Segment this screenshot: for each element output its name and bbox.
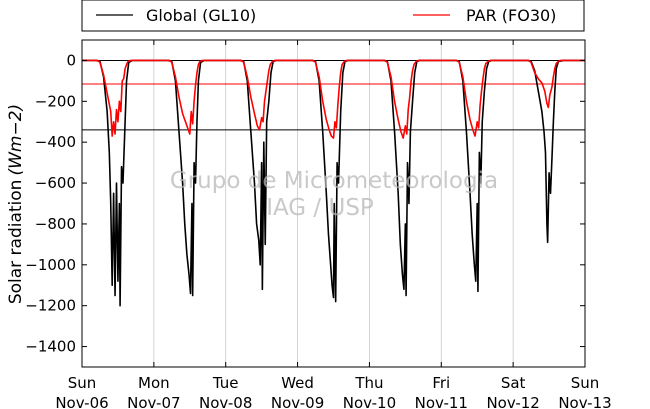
x-tick-day-0: Sun [68,374,97,392]
x-tick-date-1: Nov-07 [127,394,180,409]
x-tick-day-2: Tue [212,374,239,392]
mean-lines [82,59,585,131]
x-tick-date-7: Nov-13 [558,394,611,409]
x-axis-ticks: Sun Nov-06 Mon Nov-07 Tue Nov-08 Wed Nov-09 Thu N… [55,40,612,409]
y-tick-label-4: −800 [35,215,76,233]
x-tick-date-3: Nov-09 [271,394,324,409]
y-axis-label-text: Solar radiation [6,180,26,305]
watermark-line-1: Grupo de Micrometeorologia [170,168,498,194]
y-tick-label-6: −1200 [25,297,76,315]
y-axis-label-units: (Wm−2) [6,104,26,176]
x-tick-date-5: Nov-11 [415,394,468,409]
watermark: Grupo de Micrometeorologia IAG / USP [170,168,498,221]
x-tick-day-5: Fri [432,374,450,392]
plot-frame [81,39,586,368]
x-tick-day-4: Thu [354,374,383,392]
x-tick-day-6: Sat [501,374,526,392]
legend-label-par: PAR (FO30) [466,6,556,25]
legend: Global (GL10) PAR (FO30) [81,0,585,32]
y-tick-label-5: −1000 [25,256,76,274]
legend-label-global: Global (GL10) [146,6,256,25]
x-tick-day-1: Mon [138,374,170,392]
x-tick-day-3: Wed [281,374,314,392]
watermark-line-2: IAG / USP [266,195,374,221]
series-line-1 [82,59,585,139]
legend-box [81,0,585,32]
vertical-grid [153,40,514,367]
y-tick-label-3: −600 [35,174,76,192]
y-tick-label-2: −400 [35,133,76,151]
y-tick-label-7: −1400 [25,338,76,356]
series-lines [82,59,585,307]
x-tick-date-0: Nov-06 [55,394,108,409]
y-axis-label: Solar radiation (Wm−2) [6,104,26,304]
x-tick-day-7: Sun [571,374,600,392]
x-tick-date-6: Nov-12 [486,394,539,409]
y-tick-label-0: 0 [66,51,76,69]
x-tick-date-4: Nov-10 [343,394,396,409]
x-tick-date-2: Nov-08 [199,394,252,409]
y-tick-label-1: −200 [35,92,76,110]
y-axis-ticks: 0 −200 −400 −600 −800 −1000 −1200 −1400 [25,51,585,356]
